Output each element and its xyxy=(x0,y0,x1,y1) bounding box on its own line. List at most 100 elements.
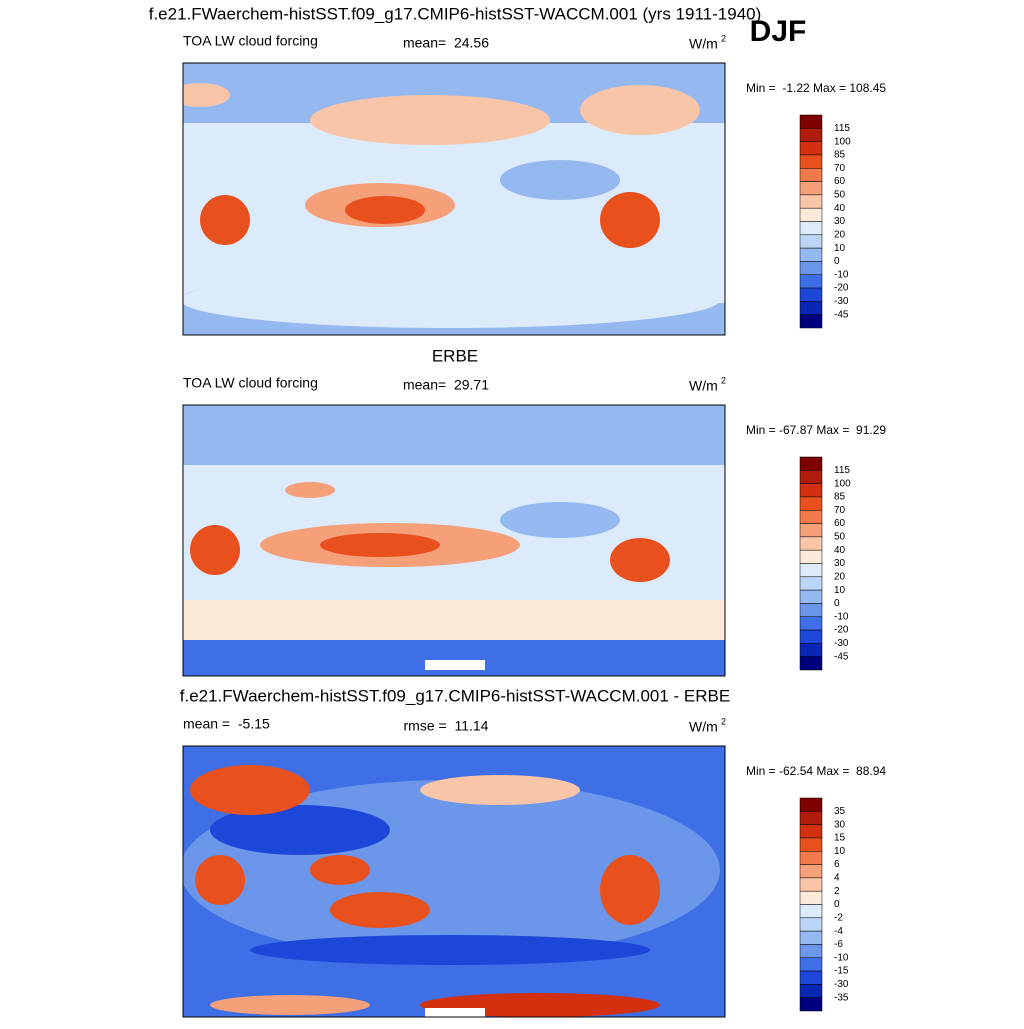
colorbar-label: 2 xyxy=(834,886,840,897)
colorbar-label: -30 xyxy=(834,638,849,649)
field-blob xyxy=(195,855,245,905)
band xyxy=(183,640,725,676)
colorbar-label: 60 xyxy=(834,518,846,529)
min-max: Min = -62.54 Max = 88.94 xyxy=(746,764,886,778)
colorbar-label: 30 xyxy=(834,819,846,830)
panel-title: f.e21.FWaerchem-histSST.f09_g17.CMIP6-hi… xyxy=(149,4,762,23)
colorbar-label: 40 xyxy=(834,203,846,214)
field-blob xyxy=(320,533,440,557)
map xyxy=(183,405,725,676)
colorbar-label: 10 xyxy=(834,243,846,254)
colorbar-box xyxy=(799,811,823,825)
colorbar-label: 70 xyxy=(834,505,846,516)
colorbar-box xyxy=(799,549,823,564)
colorbar-label: -45 xyxy=(834,309,849,320)
colorbar-label: 30 xyxy=(834,558,846,569)
colorbar-box xyxy=(799,957,823,972)
colorbar-label: -4 xyxy=(834,926,843,937)
colorbar-box xyxy=(799,629,823,644)
colorbar-box xyxy=(799,301,823,315)
colorbar-label: -15 xyxy=(834,966,849,977)
units: W/m xyxy=(689,719,718,735)
missing xyxy=(425,660,485,670)
colorbar-label: -20 xyxy=(834,283,849,294)
colorbar-label: -30 xyxy=(834,979,849,990)
colorbar-box xyxy=(799,970,823,985)
colorbar-label: 50 xyxy=(834,532,846,543)
colorbar-box xyxy=(799,944,823,958)
units-sup: 2 xyxy=(721,33,726,43)
field-blob xyxy=(210,805,390,855)
colorbar-box xyxy=(799,864,823,879)
colorbar-label: -10 xyxy=(834,269,849,280)
left-label: TOA LW cloud forcing xyxy=(183,375,318,391)
colorbar-label: 85 xyxy=(834,150,846,161)
colorbar-label: 0 xyxy=(834,256,840,267)
colorbar-label: 60 xyxy=(834,176,846,187)
units-sup: 2 xyxy=(721,716,726,726)
left-label: TOA LW cloud forcing xyxy=(183,33,318,49)
colorbar-box xyxy=(799,523,823,538)
colorbar-box xyxy=(799,128,823,142)
colorbar-label: 100 xyxy=(834,478,851,489)
colorbar-label: 35 xyxy=(834,806,846,817)
colorbar-box xyxy=(799,824,823,839)
colorbar-box xyxy=(799,837,823,852)
colorbar-label: 0 xyxy=(834,598,840,609)
colorbar-box xyxy=(799,470,823,484)
season-label: DJF xyxy=(750,15,807,48)
colorbar-label: -20 xyxy=(834,625,849,636)
field-blob xyxy=(285,482,335,498)
colorbar-label: 10 xyxy=(834,585,846,596)
colorbar-box xyxy=(799,207,823,222)
map xyxy=(183,746,725,1017)
colorbar-box xyxy=(799,221,823,236)
colorbar-box xyxy=(799,563,823,578)
units: W/m xyxy=(689,36,718,52)
colorbar-box xyxy=(799,536,823,551)
colorbar-label: 85 xyxy=(834,492,846,503)
colorbar-label: 40 xyxy=(834,545,846,556)
colorbar-box xyxy=(799,483,823,498)
field-blob xyxy=(600,192,660,248)
colorbar-box xyxy=(799,168,823,182)
field-blob xyxy=(210,995,370,1015)
field-blob xyxy=(183,272,720,328)
colorbar-box xyxy=(799,234,823,249)
colorbar-box xyxy=(799,247,823,262)
colorbar-box xyxy=(799,181,823,196)
colorbar-box xyxy=(799,576,823,591)
left-label: mean = -5.15 xyxy=(183,716,270,732)
panel-title: f.e21.FWaerchem-histSST.f09_g17.CMIP6-hi… xyxy=(180,686,730,705)
colorbar-label: 100 xyxy=(834,136,851,147)
colorbar-label: -35 xyxy=(834,992,849,1003)
colorbar-label: 4 xyxy=(834,873,840,884)
colorbar-box xyxy=(799,261,823,275)
colorbar-box xyxy=(799,154,823,169)
center-label: rmse = 11.14 xyxy=(404,718,489,734)
colorbar-label: -30 xyxy=(834,296,849,307)
colorbar-label: -10 xyxy=(834,952,849,963)
field-blob xyxy=(310,855,370,885)
map-frame xyxy=(182,404,726,677)
colorbar-label: 10 xyxy=(834,846,846,857)
colorbar-label: 115 xyxy=(834,465,850,476)
field-blob xyxy=(190,525,240,575)
map xyxy=(183,63,725,335)
colorbar-box xyxy=(799,287,823,302)
band xyxy=(183,600,725,640)
colorbar-box xyxy=(799,314,823,329)
panel-title: ERBE xyxy=(432,346,478,365)
field-blob xyxy=(345,196,425,224)
colorbar-box xyxy=(799,194,823,209)
colorbar-label: -10 xyxy=(834,611,849,622)
colorbar-label: 50 xyxy=(834,190,846,201)
colorbar-label: -45 xyxy=(834,651,849,662)
colorbar-box xyxy=(799,616,823,631)
field-blob xyxy=(580,85,700,135)
colorbar-box xyxy=(799,141,823,156)
colorbar-box xyxy=(799,877,823,892)
colorbar-label: -2 xyxy=(834,912,843,923)
colorbar-label: 0 xyxy=(834,899,840,910)
